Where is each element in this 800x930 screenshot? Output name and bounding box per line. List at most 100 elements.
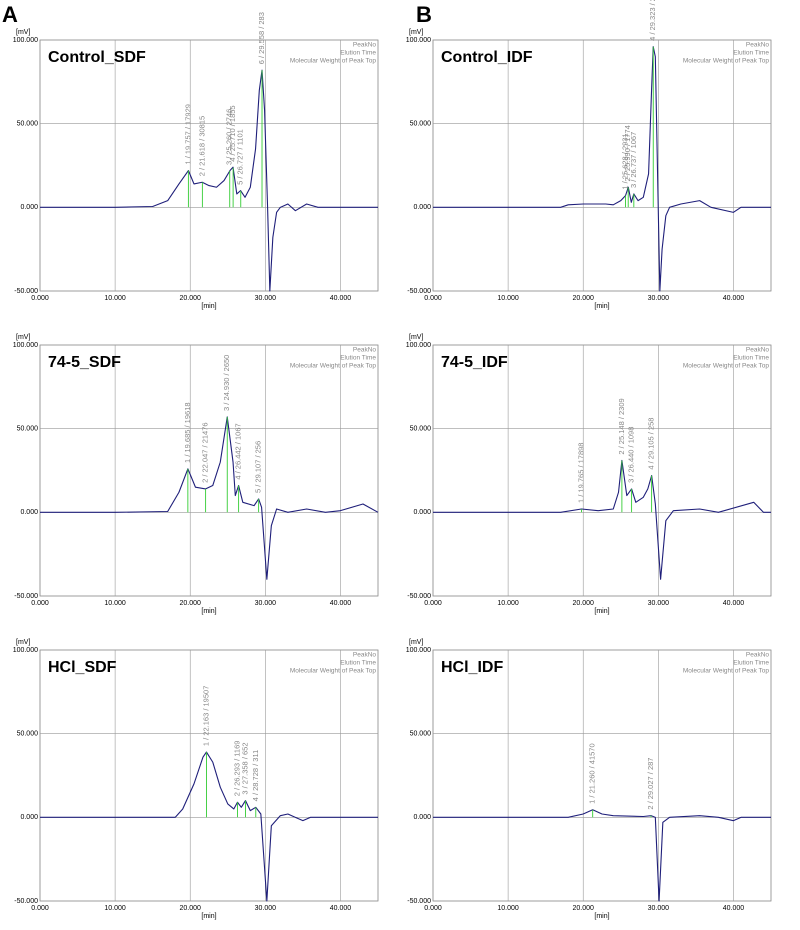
y-tick-label: -50.000 [14, 593, 38, 600]
peak-label: 4 / 25.710 / 1855 [228, 105, 237, 161]
y-tick-label: 50.000 [410, 426, 432, 433]
header-label: Elution Time [340, 355, 376, 362]
y-tick-label: 100.000 [406, 342, 431, 349]
peak-label: 1 / 22.163 / 19507 [201, 686, 210, 746]
x-tick-label: 10.000 [497, 600, 519, 607]
header-label: PeakNo [746, 652, 770, 659]
x-tick-label: 10.000 [104, 905, 126, 912]
x-axis-label: [min] [201, 913, 216, 920]
x-axis-label: [min] [201, 608, 216, 615]
y-axis-label: [mV] [16, 334, 30, 341]
x-tick-label: 20.000 [180, 295, 202, 302]
peak-label: 2 / 21.618 / 30815 [197, 116, 206, 176]
header-label: Elution Time [733, 50, 769, 57]
peak-label: 3 / 25.260 / 2746 [225, 109, 234, 165]
x-tick-label: 10.000 [104, 600, 126, 607]
chart-panel: 0.000 10.000 20.000 30.000 40.000-50.0000.00… [406, 639, 772, 920]
peak-label: 1 / 19.757 / 17929 [183, 104, 192, 164]
chart-panel: 0.000 10.000 20.000 30.000 40.000-50.0000.00… [13, 12, 379, 310]
y-tick-label: 0.000 [413, 204, 431, 211]
header-label: Molecular Weight of Peak Top [683, 363, 769, 370]
series-line [433, 46, 771, 292]
x-tick-label: 0.000 [424, 905, 442, 912]
chart-title: HCl_IDF [441, 659, 503, 676]
header-label: Elution Time [340, 50, 376, 57]
y-tick-label: 100.000 [13, 37, 38, 44]
peak-label: 4 / 29.323 / 273 [648, 0, 657, 41]
x-tick-label: 20.000 [573, 905, 595, 912]
chart-title: Control_IDF [441, 49, 533, 66]
chart-panel: 0.000 10.000 20.000 30.000 40.000-50.0000.00… [13, 334, 379, 615]
series-line [40, 69, 378, 292]
y-tick-label: -50.000 [407, 898, 431, 905]
series-line [40, 416, 379, 580]
header-label: Molecular Weight of Peak Top [290, 363, 376, 370]
x-tick-label: 30.000 [255, 295, 277, 302]
header-label: Molecular Weight of Peak Top [290, 58, 376, 65]
peak-label: 2 / 25.148 / 2309 [617, 398, 626, 454]
panel-label: B [416, 2, 432, 27]
x-tick-label: 20.000 [573, 295, 595, 302]
y-tick-label: 100.000 [13, 342, 38, 349]
series-line [433, 809, 771, 902]
y-tick-label: 50.000 [410, 121, 432, 128]
x-tick-label: 30.000 [648, 600, 670, 607]
peak-label: 4 / 26.442 / 1067 [234, 423, 243, 479]
plot-frame [432, 649, 772, 902]
y-tick-label: -50.000 [14, 288, 38, 295]
peak-label: 2 / 29.027 / 287 [646, 758, 655, 810]
x-tick-label: 0.000 [424, 600, 442, 607]
header-label: Molecular Weight of Peak Top [290, 668, 376, 675]
x-tick-label: 30.000 [648, 295, 670, 302]
x-tick-label: 20.000 [573, 600, 595, 607]
chart-title: 74-5_IDF [441, 354, 508, 371]
x-tick-label: 40.000 [723, 905, 745, 912]
x-tick-label: 40.000 [723, 295, 745, 302]
y-tick-label: 50.000 [17, 426, 39, 433]
y-tick-label: 50.000 [410, 731, 432, 738]
header-label: PeakNo [353, 652, 377, 659]
x-tick-label: 10.000 [104, 295, 126, 302]
x-tick-label: 10.000 [497, 905, 519, 912]
header-label: PeakNo [746, 347, 770, 354]
x-tick-label: 30.000 [255, 600, 277, 607]
y-tick-label: -50.000 [407, 288, 431, 295]
y-tick-label: 100.000 [406, 647, 431, 654]
y-axis-label: [mV] [16, 29, 30, 36]
peak-label: 6 / 29.558 / 283 [257, 12, 266, 64]
x-tick-label: 20.000 [180, 600, 202, 607]
peak-label: 5 / 26.727 / 1101 [236, 129, 245, 185]
peak-label: 4 / 28.728 / 311 [251, 750, 260, 802]
y-tick-label: 100.000 [13, 647, 38, 654]
x-axis-label: [min] [594, 913, 609, 920]
header-label: Elution Time [340, 660, 376, 667]
x-tick-label: 0.000 [31, 295, 49, 302]
peak-label: 2 / 25.990 / 1774 [623, 125, 632, 181]
header-label: Elution Time [733, 660, 769, 667]
x-axis-label: [min] [201, 303, 216, 310]
y-tick-label: 0.000 [413, 509, 431, 516]
y-axis-label: [mV] [409, 334, 423, 341]
x-tick-label: 0.000 [31, 905, 49, 912]
x-tick-label: 20.000 [180, 905, 202, 912]
header-label: PeakNo [353, 347, 377, 354]
peak-label: 1 / 19.685 / 19618 [183, 402, 192, 462]
y-tick-label: 100.000 [406, 37, 431, 44]
x-tick-label: 40.000 [330, 295, 352, 302]
series-line [433, 459, 771, 580]
peak-label: 3 / 26.737 / 1067 [629, 132, 638, 188]
peak-label: 2 / 22.047 / 21476 [201, 422, 210, 482]
y-tick-label: 0.000 [20, 509, 38, 516]
y-tick-label: 0.000 [20, 814, 38, 821]
x-tick-label: 40.000 [723, 600, 745, 607]
y-tick-label: -50.000 [14, 898, 38, 905]
x-tick-label: 40.000 [330, 905, 352, 912]
series-line [40, 751, 378, 902]
plot-frame [432, 344, 772, 597]
header-label: Elution Time [733, 355, 769, 362]
chart-panel: 0.000 10.000 20.000 30.000 40.000-50.0000.00… [13, 639, 379, 920]
chart-panel: 0.000 10.000 20.000 30.000 40.000-50.0000.00… [406, 0, 772, 310]
chart-title: 74-5_SDF [48, 354, 121, 371]
peak-label: 3 / 26.440 / 1098 [627, 427, 636, 483]
